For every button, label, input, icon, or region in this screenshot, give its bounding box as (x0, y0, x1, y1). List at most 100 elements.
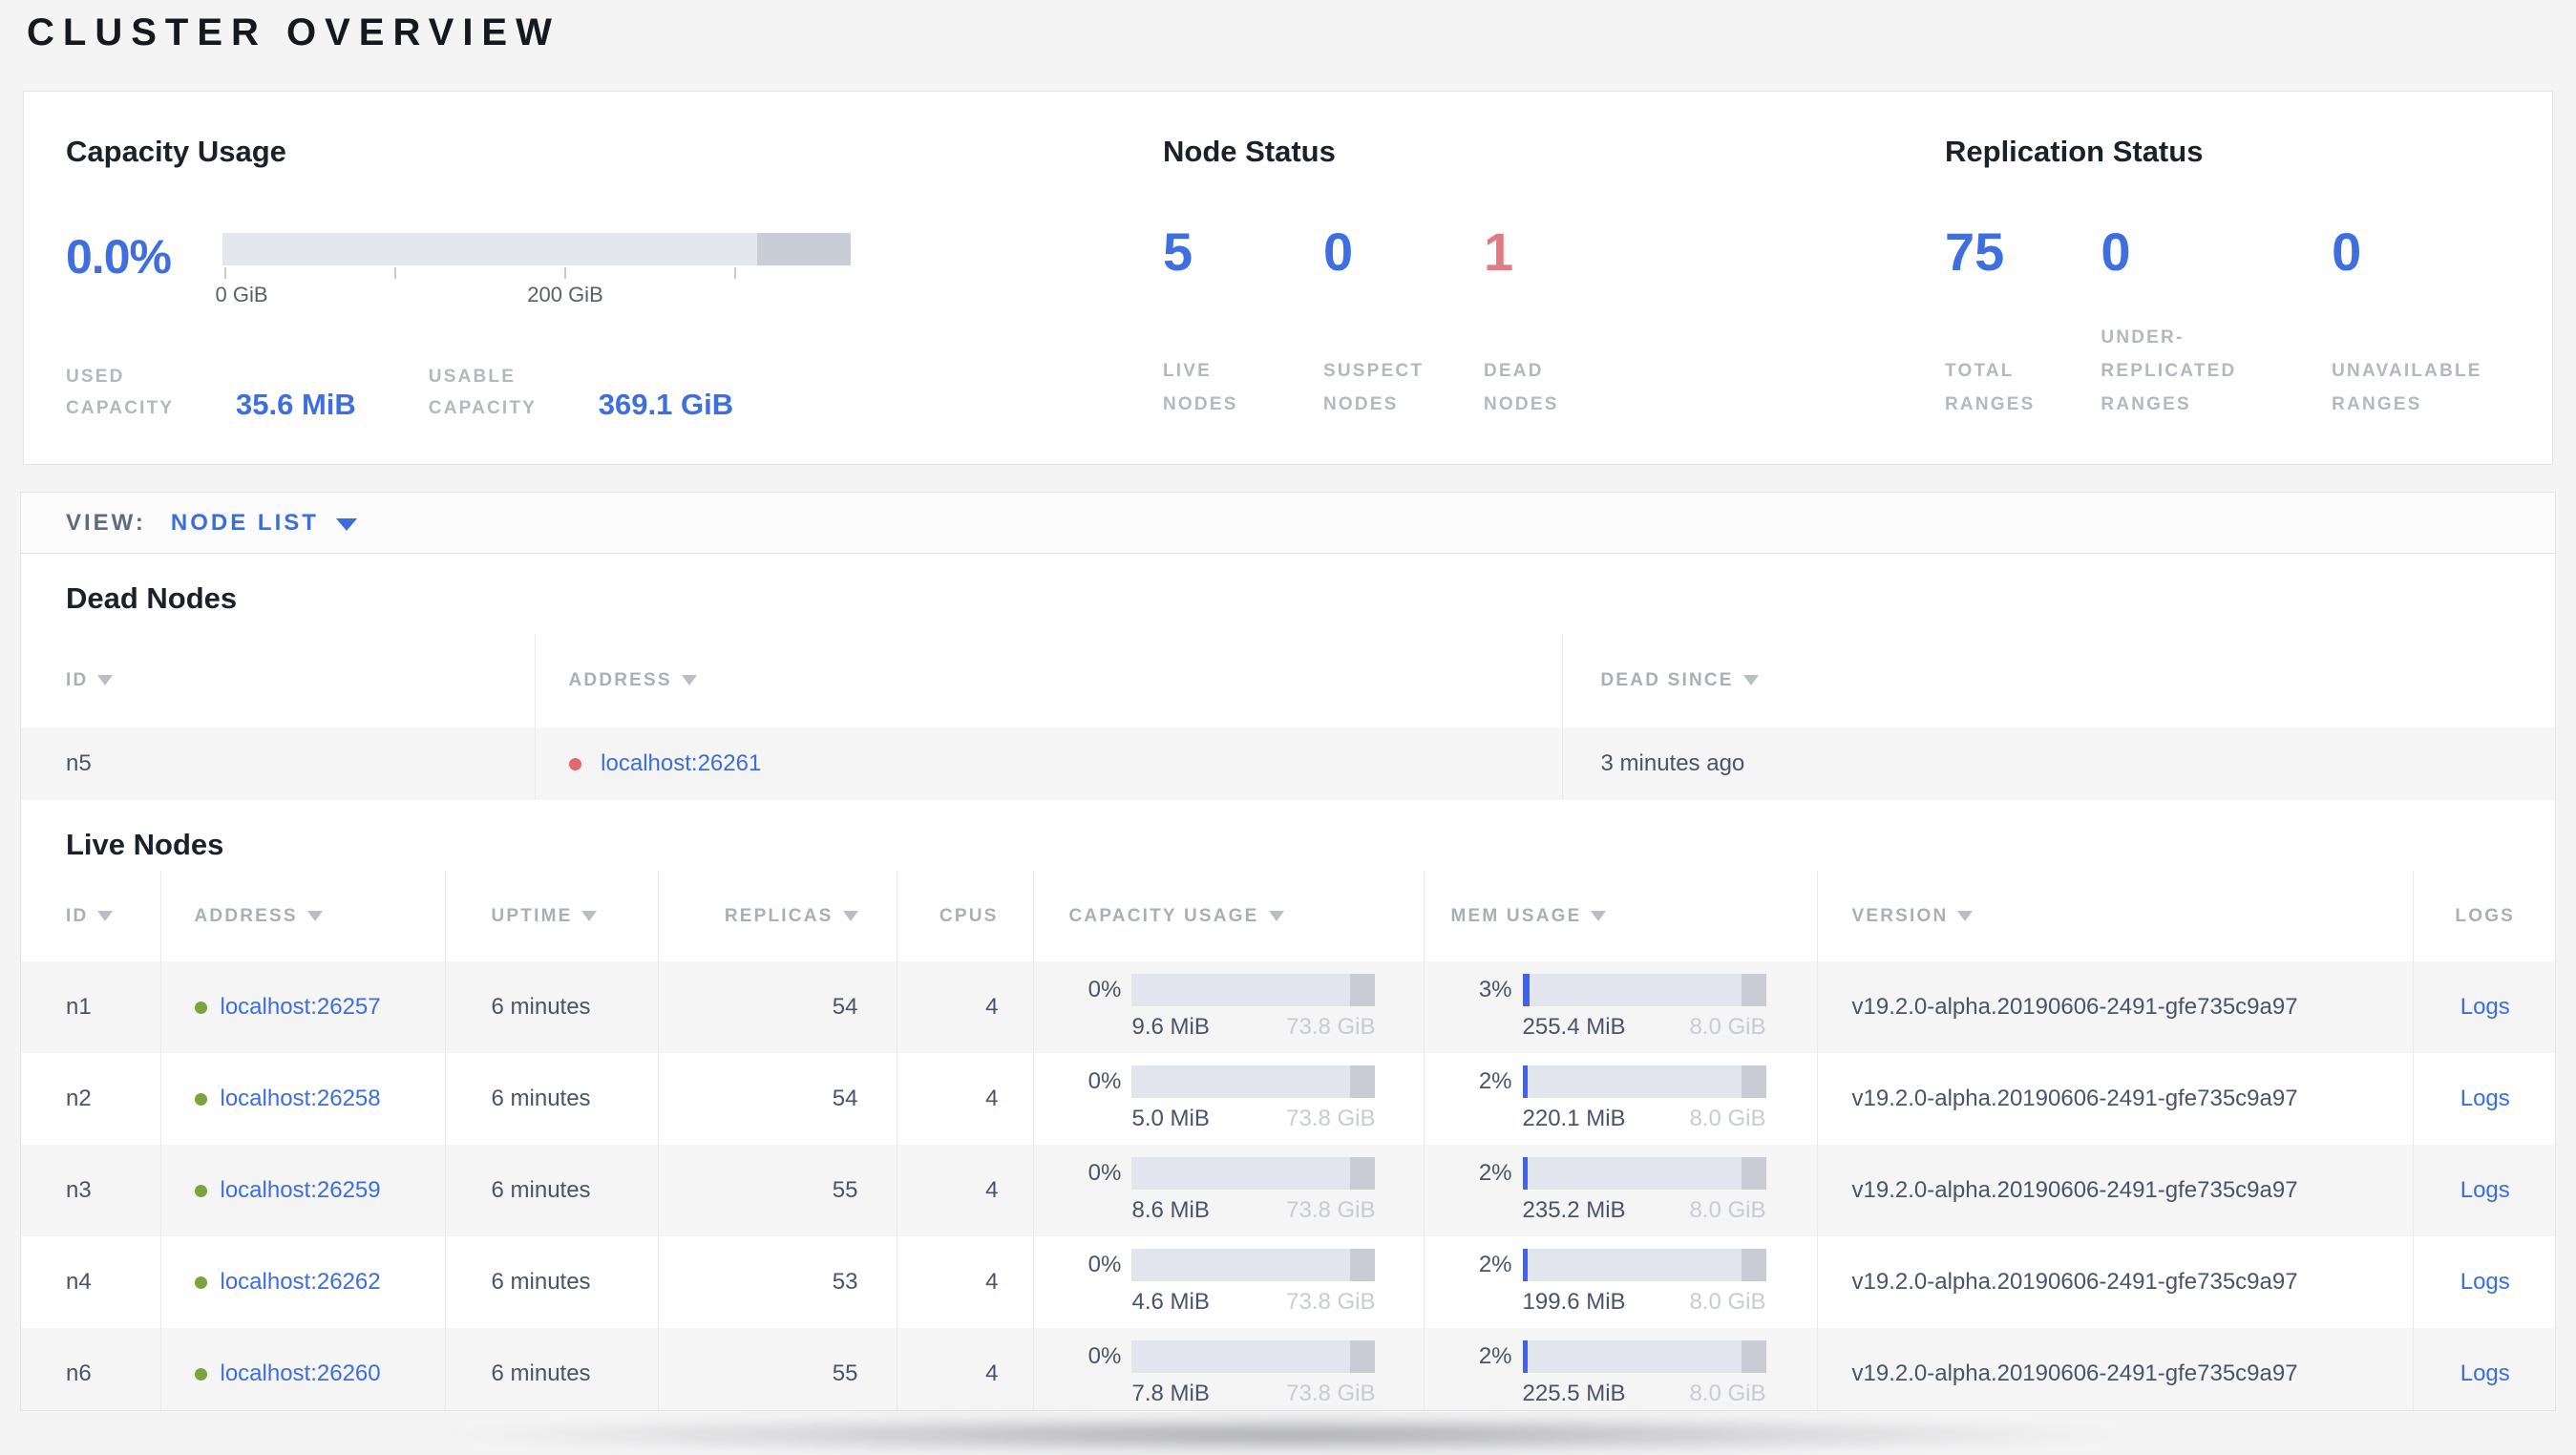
capacity-usage-section: Capacity Usage 0.0% 0 GiB 200 GiB (66, 132, 1135, 424)
dead-nodes-label: DEAD NODES (1484, 361, 1559, 414)
axis-tick-label: 0 GiB (215, 283, 268, 306)
dropdown-caret-icon (335, 518, 357, 531)
axis-tick (394, 267, 396, 279)
node-cpus: 4 (896, 1328, 1033, 1410)
node-capacity-usage: 0% 5.0 MiB 73.8 GiB (1032, 1053, 1424, 1145)
logs-link[interactable]: Logs (2460, 1360, 2510, 1386)
unavailable-ranges-label: UNAVAILABLE RANGES (2332, 361, 2482, 414)
node-replicas: 53 (657, 1236, 897, 1328)
under-replicated-ranges-count: 0 (2101, 221, 2131, 282)
view-bar: VIEW: NODE LIST (21, 493, 2555, 554)
capacity-mini-bar (1131, 974, 1375, 1006)
view-mode-dropdown[interactable]: NODE LIST (171, 510, 357, 537)
node-version: v19.2.0-alpha.20190606-2491-gfe735c9a97 (1816, 1053, 2413, 1145)
node-id: n6 (21, 1328, 160, 1410)
cluster-summary-panel: Capacity Usage 0.0% 0 GiB 200 GiB (23, 91, 2553, 465)
node-cpus: 4 (896, 1236, 1033, 1328)
axis-tick (224, 267, 226, 279)
node-capacity-usage: 0% 7.8 MiB 73.8 GiB (1032, 1328, 1424, 1410)
sort-arrow-icon (97, 910, 114, 921)
node-mem-usage: 2% 235.2 MiB 8.0 GiB (1423, 1145, 1817, 1236)
logs-link[interactable]: Logs (2460, 1269, 2510, 1295)
page-fold-shadow (449, 1415, 2129, 1455)
live-col-header-replicas[interactable]: REPLICAS (657, 871, 897, 961)
node-cpus: 4 (896, 1053, 1033, 1145)
node-replicas: 54 (657, 1053, 897, 1145)
node-id: n2 (66, 1086, 92, 1111)
node-capacity-usage: 0% 4.6 MiB 73.8 GiB (1032, 1236, 1424, 1328)
dead-node-id: n5 (21, 728, 535, 800)
mem-mini-bar (1522, 1340, 1766, 1373)
capacity-mini-bar (1131, 1340, 1375, 1373)
node-mem-usage: 3% 255.4 MiB 8.0 GiB (1423, 961, 1817, 1053)
table-row: n2 localhost:26258 6 minutes 54 4 0% 5.0… (21, 1053, 2555, 1145)
node-id: n3 (21, 1145, 160, 1236)
suspect-nodes-count: 0 (1323, 221, 1354, 282)
sort-arrow-icon (842, 910, 858, 921)
node-cpus: 4 (896, 1145, 1033, 1236)
sort-arrow-icon (97, 675, 114, 685)
node-uptime: 6 minutes (444, 1236, 658, 1328)
dead-col-header-address[interactable]: ADDRESS (534, 634, 1562, 728)
node-address-link[interactable]: localhost:26258 (220, 1086, 381, 1111)
live-col-header-version[interactable]: VERSION (1816, 871, 2413, 961)
node-replicas: 54 (657, 961, 897, 1053)
mem-mini-bar (1522, 974, 1766, 1006)
node-version: v19.2.0-alpha.20190606-2491-gfe735c9a97 (1816, 1328, 2413, 1410)
capacity-mini-bar (1131, 1157, 1375, 1190)
node-address-link[interactable]: localhost:26259 (220, 1177, 381, 1203)
usable-capacity-label: USABLE CAPACITY (428, 367, 538, 418)
logs-link[interactable]: Logs (2460, 1177, 2510, 1203)
node-capacity-usage: 0% 8.6 MiB 73.8 GiB (1032, 1145, 1424, 1236)
capacity-mini-bar (1131, 1249, 1375, 1281)
live-col-header-capacity-usage[interactable]: CAPACITY USAGE (1032, 871, 1424, 961)
replication-status-section: Replication Status 75 TOTAL RANGES 0 UND… (1945, 132, 2556, 421)
live-col-header-id[interactable]: ID (21, 871, 160, 961)
live-col-header-logs: LOGS (2412, 871, 2555, 961)
mem-mini-bar (1522, 1157, 1766, 1190)
node-version: v19.2.0-alpha.20190606-2491-gfe735c9a97 (1816, 1236, 2413, 1328)
under-replicated-ranges-stat: 0 UNDER-REPLICATED RANGES (2101, 225, 2332, 421)
usable-capacity-value: 369.1 GiB (598, 388, 734, 421)
live-status-icon (194, 1002, 207, 1015)
sort-arrow-icon (681, 675, 697, 685)
live-nodes-heading: Live Nodes (66, 828, 224, 861)
node-status-section: Node Status 5 LIVE NODES 0 SUSPECT NODES… (1163, 132, 1774, 421)
sort-arrow-icon (581, 910, 598, 921)
logs-link[interactable]: Logs (2460, 1086, 2510, 1111)
node-mem-usage: 2% 220.1 MiB 8.0 GiB (1423, 1053, 1817, 1145)
suspect-nodes-label: SUSPECT NODES (1323, 361, 1425, 414)
live-status-icon (194, 1276, 207, 1290)
used-capacity-stat: USED CAPACITY 35.6 MiB (66, 361, 356, 424)
live-nodes-stat: 5 LIVE NODES (1163, 225, 1323, 421)
usable-capacity-stat: USABLE CAPACITY 369.1 GiB (429, 361, 733, 424)
capacity-axis-ticks (222, 265, 851, 279)
live-col-header-cpus: CPUS (896, 871, 1033, 961)
capacity-usage-bar: 0 GiB 200 GiB (215, 233, 851, 307)
node-cpus: 4 (896, 961, 1033, 1053)
live-col-header-address[interactable]: ADDRESS (159, 871, 445, 961)
logs-link[interactable]: Logs (2460, 994, 2510, 1020)
table-row: n5 localhost:26261 3 minutes ago (21, 728, 2555, 800)
view-mode-selected: NODE LIST (170, 509, 319, 536)
table-row: n4 localhost:26262 6 minutes 53 4 0% 4.6… (21, 1236, 2555, 1328)
node-uptime: 6 minutes (444, 1053, 658, 1145)
node-address-link[interactable]: localhost:26262 (220, 1269, 381, 1295)
node-address-link[interactable]: localhost:26261 (601, 750, 762, 776)
dead-col-header-dead-since[interactable]: DEAD SINCE (1561, 634, 2555, 728)
node-uptime: 6 minutes (444, 1328, 658, 1410)
node-status-title: Node Status (1163, 135, 1336, 168)
capacity-bar-track (222, 233, 851, 265)
live-col-header-uptime[interactable]: UPTIME (444, 871, 658, 961)
live-col-header-mem-usage[interactable]: MEM USAGE (1423, 871, 1817, 961)
total-ranges-stat: 75 TOTAL RANGES (1945, 225, 2101, 421)
node-id: n4 (66, 1269, 92, 1295)
node-address-link[interactable]: localhost:26260 (220, 1360, 381, 1386)
node-uptime: 6 minutes (444, 1145, 658, 1236)
table-row: n6 localhost:26260 6 minutes 55 4 0% 7.8… (21, 1328, 2555, 1410)
node-replicas: 55 (657, 1328, 897, 1410)
used-capacity-value: 35.6 MiB (236, 388, 356, 421)
dead-col-header-id[interactable]: ID (21, 634, 535, 728)
node-replicas: 55 (657, 1145, 897, 1236)
node-address-link[interactable]: localhost:26257 (220, 994, 381, 1020)
